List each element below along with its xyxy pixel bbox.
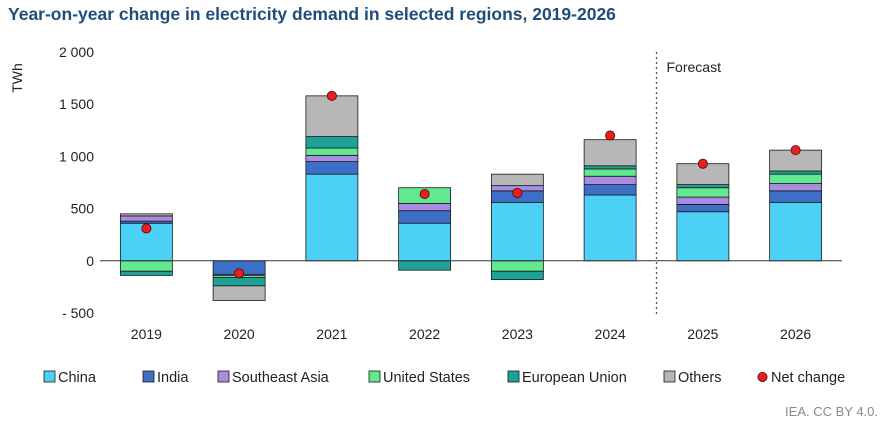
bar-southeast-asia <box>676 196 730 205</box>
net-change-point <box>790 145 801 156</box>
bar-china <box>305 173 359 262</box>
bar-european-union <box>398 260 452 271</box>
legend-label: Southeast Asia <box>232 370 330 386</box>
net-change-point <box>419 188 430 199</box>
bar-european-union <box>583 165 637 170</box>
bar-european-union <box>119 270 173 276</box>
bar-united-states <box>676 187 730 198</box>
y-tick-label: 1 500 <box>59 96 94 112</box>
y-axis-label: TWh <box>9 63 25 93</box>
x-tick-label: 2023 <box>502 326 533 342</box>
bar-china <box>583 194 637 262</box>
bar-southeast-asia <box>398 202 452 212</box>
bar-others <box>305 95 359 137</box>
x-tick-label: 2019 <box>131 326 162 342</box>
annotations: Forecast <box>655 52 722 315</box>
net-change-point <box>141 223 152 234</box>
bar-india <box>769 190 823 203</box>
net-change-point <box>326 90 337 101</box>
legend-label: India <box>157 370 189 386</box>
bar-united-states <box>769 173 823 184</box>
legend-swatch <box>43 370 56 383</box>
bar-united-states <box>119 260 173 272</box>
bar-southeast-asia <box>769 183 823 192</box>
bar-european-union <box>490 270 544 280</box>
legend-label: Others <box>678 370 722 386</box>
bar-china <box>490 201 544 262</box>
bar-united-states <box>490 260 544 272</box>
net-change-point <box>697 158 708 169</box>
x-tick-label: 2024 <box>595 326 626 342</box>
legend-swatch <box>368 370 381 383</box>
bar-india <box>398 210 452 224</box>
bar-china <box>676 211 730 262</box>
net-change-points <box>141 90 801 279</box>
forecast-annotation: Forecast <box>667 59 722 75</box>
legend-label: China <box>58 370 97 386</box>
bar-european-union <box>769 170 823 175</box>
bar-india <box>583 184 637 196</box>
x-tick-label: 2026 <box>780 326 811 342</box>
chart-title: Year-on-year change in electricity deman… <box>8 4 616 24</box>
bar-united-states <box>305 147 359 156</box>
x-tick-label: 2021 <box>316 326 347 342</box>
bar-china <box>398 222 452 262</box>
bar-united-states <box>583 168 637 177</box>
bar-others <box>583 139 637 167</box>
net-change-point <box>605 130 616 141</box>
bar-others <box>212 285 266 301</box>
bar-southeast-asia <box>305 154 359 163</box>
legend-swatch <box>217 370 230 383</box>
x-tick-label: 2025 <box>687 326 718 342</box>
y-tick-label: 1 000 <box>59 148 94 164</box>
bar-southeast-asia <box>119 215 173 222</box>
y-tick-label: - 500 <box>62 305 94 321</box>
bar-european-union <box>305 136 359 149</box>
bar-india <box>305 161 359 175</box>
bar-india <box>676 204 730 213</box>
legend-swatch <box>142 370 155 383</box>
legend-marker <box>757 371 768 382</box>
bars <box>119 95 823 301</box>
legend-label: United States <box>383 370 470 386</box>
bar-others <box>119 213 173 217</box>
y-tick-label: 2 000 <box>59 44 94 60</box>
x-tick-label: 2020 <box>224 326 255 342</box>
source-note: IEA. CC BY 4.0. <box>785 404 878 419</box>
x-tick-label: 2022 <box>409 326 440 342</box>
y-tick-label: 500 <box>71 201 95 217</box>
legend-label: European Union <box>522 370 627 386</box>
bar-china <box>769 201 823 262</box>
bar-european-union <box>212 277 266 287</box>
legend-swatch <box>663 370 676 383</box>
net-change-point <box>234 268 245 279</box>
bar-others <box>490 173 544 187</box>
legend-label: Net change <box>771 370 845 386</box>
legend: China India Southeast Asia United States Eur… <box>43 370 845 386</box>
net-change-point <box>512 187 523 198</box>
y-tick-label: 0 <box>86 253 94 269</box>
bar-china <box>119 222 173 262</box>
legend-swatch <box>507 370 520 383</box>
bar-southeast-asia <box>583 175 637 185</box>
axes: - 500 0 500 1 000 1 500 2 000 TWh 2019 2020 2021 2… <box>9 44 842 342</box>
bar-european-union <box>676 184 730 189</box>
